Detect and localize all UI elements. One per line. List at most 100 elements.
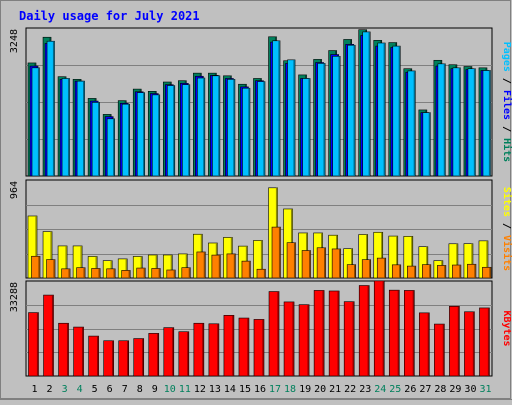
sites-bar-day-16-shade bbox=[260, 240, 263, 278]
visits-bar-day-13 bbox=[211, 254, 221, 279]
pages-bar-day-13-shade bbox=[218, 75, 220, 176]
day-label-9: 9 bbox=[152, 384, 158, 395]
sites-bar-day-31-shade bbox=[486, 240, 488, 278]
visits-bar-day-19 bbox=[301, 250, 311, 279]
visits-bar-day-2-shade bbox=[53, 259, 55, 278]
panel-1-max-label: 3248 bbox=[9, 29, 20, 53]
visits-bar-day-11-shade bbox=[188, 267, 191, 278]
pages-bar-day-10 bbox=[166, 85, 176, 177]
kbytes-bar-day-2-shade bbox=[51, 295, 54, 376]
pages-bar-day-23 bbox=[362, 31, 371, 177]
kbytes-bar-day-23-shade bbox=[367, 285, 370, 376]
visits-bar-day-9 bbox=[151, 268, 161, 279]
sites-bar-day-24-shade bbox=[381, 232, 383, 278]
legend-kbytes: KBytes bbox=[501, 310, 512, 346]
panel-1-legend: Pages / Files / Hits bbox=[501, 42, 512, 162]
visits-bar-day-25 bbox=[391, 264, 402, 279]
day-label-4: 4 bbox=[77, 384, 83, 395]
pages-bar-day-28 bbox=[437, 63, 446, 177]
pages-bar-day-2 bbox=[46, 40, 55, 177]
panel-2-legend: Sites / Visits bbox=[501, 187, 512, 271]
day-label-3: 3 bbox=[62, 384, 68, 395]
kbytes-bar-day-22 bbox=[343, 301, 355, 377]
kbytes-bar-day-5 bbox=[88, 335, 99, 377]
kbytes-bar-day-7-shade bbox=[127, 340, 129, 376]
kbytes-bar-day-16-shade bbox=[262, 319, 264, 376]
kbytes-bar-day-27-shade bbox=[427, 312, 430, 376]
day-label-15: 15 bbox=[239, 384, 251, 395]
visits-bar-day-17 bbox=[271, 226, 281, 279]
pages-bar-day-3-shade bbox=[67, 78, 70, 176]
sites-bar-day-27-shade bbox=[426, 246, 428, 278]
pages-bar-day-5 bbox=[91, 102, 100, 177]
kbytes-bar-day-12-shade bbox=[202, 323, 204, 376]
pages-bar-day-11 bbox=[182, 84, 191, 177]
pages-bar-day-7-shade bbox=[128, 104, 130, 176]
sites-bar-day-2-shade bbox=[50, 231, 52, 278]
visits-bar-day-16-shade bbox=[263, 269, 266, 278]
kbytes-bar-day-20-shade bbox=[322, 290, 324, 376]
kbytes-bar-day-17-shade bbox=[277, 291, 279, 376]
pages-bar-day-8-shade bbox=[143, 92, 145, 176]
kbytes-bar-day-16 bbox=[253, 319, 265, 377]
sites-bar-day-22-shade bbox=[351, 248, 353, 278]
kbytes-bar-day-24-shade bbox=[382, 280, 385, 376]
pages-bar-day-14 bbox=[227, 79, 236, 177]
kbytes-bar-day-19 bbox=[298, 304, 310, 377]
pages-bar-day-5-shade bbox=[98, 102, 100, 176]
day-label-23: 23 bbox=[359, 384, 371, 395]
kbytes-bar-day-20 bbox=[313, 290, 325, 377]
pages-bar-day-7 bbox=[121, 103, 130, 177]
kbytes-bar-day-8-shade bbox=[142, 338, 144, 376]
sites-bar-day-29-shade bbox=[456, 243, 458, 278]
day-label-11: 11 bbox=[179, 384, 191, 395]
visits-bar-day-29 bbox=[452, 264, 462, 279]
panel-2-max-label: 964 bbox=[9, 181, 20, 199]
day-label-2: 2 bbox=[47, 384, 53, 395]
day-label-5: 5 bbox=[92, 384, 98, 395]
visits-bar-day-22 bbox=[346, 264, 356, 279]
kbytes-bar-day-14 bbox=[223, 315, 235, 377]
visits-bar-day-28-shade bbox=[444, 265, 446, 278]
kbytes-bar-day-11 bbox=[178, 331, 190, 377]
pages-bar-day-29 bbox=[452, 67, 461, 177]
pages-bar-day-30 bbox=[467, 68, 476, 177]
sites-bar-day-10-shade bbox=[170, 254, 173, 278]
visits-bar-day-12 bbox=[196, 251, 206, 279]
kbytes-bar-day-14-shade bbox=[232, 315, 234, 376]
day-label-18: 18 bbox=[284, 384, 296, 395]
visits-bar-day-27-shade bbox=[429, 264, 431, 278]
visits-bar-day-30 bbox=[467, 263, 477, 279]
sites-bar-day-26-shade bbox=[411, 236, 413, 278]
pages-bar-day-25 bbox=[392, 45, 401, 177]
kbytes-bar-day-26-shade bbox=[412, 290, 415, 376]
kbytes-bar-day-21 bbox=[328, 290, 340, 377]
kbytes-bar-day-13-shade bbox=[217, 323, 219, 376]
pages-bar-day-15 bbox=[242, 87, 251, 177]
legend-sites: Sites bbox=[501, 187, 512, 217]
day-label-28: 28 bbox=[434, 384, 446, 395]
pages-bar-day-1-shade bbox=[37, 67, 40, 176]
pages-bar-day-18-shade bbox=[293, 59, 295, 177]
day-label-26: 26 bbox=[404, 384, 416, 395]
visits-bar-day-24-shade bbox=[384, 258, 386, 278]
kbytes-bar-day-11-shade bbox=[187, 331, 189, 376]
pages-bar-day-8 bbox=[136, 92, 146, 177]
visits-bar-day-12-shade bbox=[203, 251, 206, 278]
sites-bar-day-4-shade bbox=[80, 245, 82, 278]
visits-bar-day-4-shade bbox=[83, 267, 85, 278]
visits-bar-day-7-shade bbox=[128, 270, 130, 278]
visits-bar-day-26 bbox=[407, 265, 417, 279]
day-label-20: 20 bbox=[314, 384, 326, 395]
panel-3-legend: KBytes bbox=[501, 310, 512, 346]
pages-bar-day-21-shade bbox=[338, 56, 340, 177]
visits-bar-day-25-shade bbox=[399, 264, 401, 278]
day-label-8: 8 bbox=[137, 384, 143, 395]
pages-bar-day-19-shade bbox=[308, 78, 310, 176]
kbytes-bar-day-1 bbox=[28, 312, 39, 377]
day-label-31: 31 bbox=[479, 384, 491, 395]
pages-bar-day-16-shade bbox=[263, 81, 265, 176]
pages-bar-day-13 bbox=[212, 75, 221, 177]
kbytes-bar-day-22-shade bbox=[352, 301, 354, 376]
pages-bar-day-17-shade bbox=[278, 40, 280, 177]
